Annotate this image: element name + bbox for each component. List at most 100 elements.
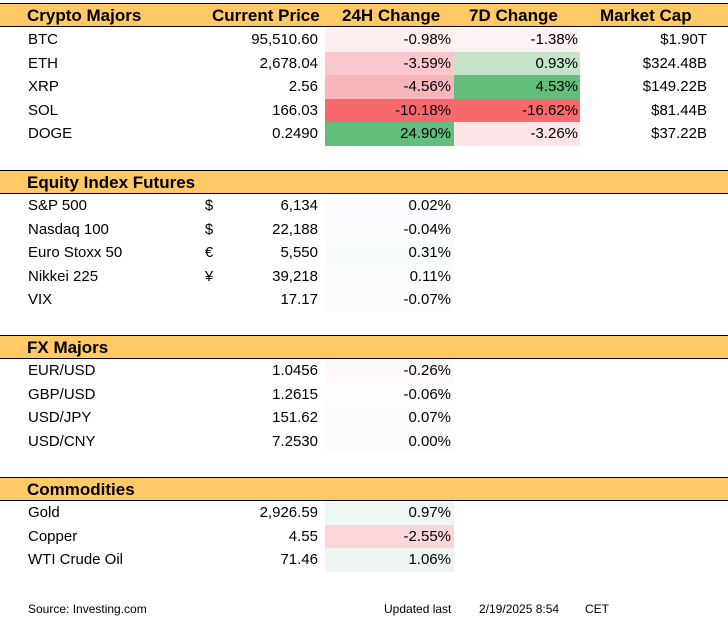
equity-price: 17.17 [280, 291, 318, 308]
equity-name: Nasdaq 100 [28, 220, 109, 238]
change-24h-heat-cell [325, 406, 454, 430]
commodities-name: Copper [28, 527, 78, 545]
crypto-name: XRP [28, 78, 59, 95]
crypto-price: 2,678.04 [259, 54, 318, 72]
change-24h-value: 0.00% [408, 432, 451, 450]
equity-price: 6,134 [280, 197, 318, 214]
change-24h-value: -2.55% [403, 527, 451, 545]
commodities-header-bar: Commodities [0, 477, 728, 501]
market-cap-value: $324.48B [642, 54, 707, 72]
change-24h-value: 0.07% [408, 409, 451, 426]
equity-header-bar: Equity Index Futures [0, 170, 728, 194]
change-7d-value: 0.93% [535, 54, 578, 72]
equity-section-title: Equity Index Futures [27, 173, 196, 192]
change-24h-heat-cell [325, 501, 454, 525]
fx-price: 1.0456 [272, 362, 318, 379]
currency-symbol: $ [204, 197, 214, 214]
change-24h-value: -4.56% [403, 78, 451, 95]
change-24h-header: 24H Change [342, 6, 441, 25]
currency-symbol: $ [204, 220, 214, 238]
change-24h-heat-cell [325, 524, 454, 548]
crypto-price: 2.56 [288, 78, 318, 95]
market-cap-value: $1.90T [660, 31, 707, 48]
crypto-section-title: Crypto Majors [27, 6, 142, 25]
fx-price: 7.2530 [272, 432, 318, 450]
fx-name: EUR/USD [28, 362, 96, 379]
change-24h-value: 0.31% [408, 244, 451, 261]
change-7d-heat-cell [454, 51, 580, 75]
market-cap-value: $37.22B [651, 125, 707, 142]
change-24h-value: 0.02% [408, 197, 451, 214]
change-24h-heat-cell [325, 429, 454, 453]
fx-name: GBP/USD [28, 385, 96, 403]
change-24h-value: -0.26% [403, 362, 451, 379]
change-24h-heat-cell [325, 382, 454, 406]
change-24h-value: -3.59% [403, 54, 451, 72]
equity-name: VIX [28, 291, 53, 308]
change-24h-value: -0.98% [403, 31, 451, 48]
change-24h-value: -0.06% [403, 385, 451, 403]
updated-label: Updated last [384, 602, 452, 616]
change-7d-value: -16.62% [522, 101, 578, 119]
commodities-price: 2,926.59 [259, 504, 318, 521]
crypto-price: 166.03 [272, 101, 318, 119]
currency-symbol: ¥ [204, 267, 214, 285]
change-7d-header: 7D Change [469, 6, 558, 25]
change-24h-value: 1.06% [408, 551, 451, 568]
change-24h-value: -0.07% [403, 291, 451, 308]
crypto-price: 95,510.60 [251, 31, 318, 48]
equity-price: 5,550 [280, 244, 318, 261]
crypto-header-bar: Crypto Majors Current Price 24H Change 7… [0, 3, 728, 27]
currency-symbol: € [204, 244, 214, 261]
commodities-name: Gold [28, 504, 60, 521]
commodities-price: 71.46 [280, 551, 318, 568]
source-note: Source: Investing.com [28, 602, 147, 616]
change-7d-heat-cell [454, 75, 580, 99]
change-24h-heat-cell [325, 548, 454, 572]
change-24h-heat-cell [325, 264, 454, 288]
change-7d-value: 4.53% [535, 78, 578, 95]
change-24h-value: -0.04% [403, 220, 451, 238]
timezone-label: CET [585, 602, 609, 616]
market-cap-header: Market Cap [600, 6, 692, 25]
change-24h-heat-cell [325, 359, 454, 383]
current-price-header: Current Price [212, 6, 320, 25]
change-7d-heat-cell [454, 28, 580, 52]
change-24h-heat-cell [325, 51, 454, 75]
market-cap-value: $81.44B [651, 101, 707, 119]
change-24h-heat-cell [325, 98, 454, 122]
fx-price: 1.2615 [272, 385, 318, 403]
change-7d-value: -1.38% [530, 31, 578, 48]
change-24h-heat-cell [325, 194, 454, 218]
commodities-section-title: Commodities [27, 480, 135, 499]
change-24h-value: -10.18% [395, 101, 451, 119]
updated-datetime: 2/19/2025 8:54 [479, 602, 560, 616]
crypto-name: SOL [28, 101, 59, 119]
change-7d-value: -3.26% [530, 125, 578, 142]
change-7d-heat-cell [454, 98, 580, 122]
change-24h-value: 0.11% [409, 267, 451, 285]
change-24h-heat-cell [325, 28, 454, 52]
change-7d-heat-cell [454, 122, 580, 146]
commodities-name: WTI Crude Oil [28, 551, 124, 568]
market-cap-value: $149.22B [642, 78, 707, 95]
change-24h-heat-cell [325, 75, 454, 99]
crypto-name: DOGE [28, 125, 73, 142]
equity-name: Nikkei 225 [28, 267, 99, 285]
equity-name: Euro Stoxx 50 [28, 244, 123, 261]
crypto-name: BTC [28, 31, 58, 48]
crypto-price: 0.2490 [272, 125, 318, 142]
fx-name: USD/JPY [28, 409, 92, 426]
equity-price: 22,188 [272, 220, 318, 238]
equity-name: S&P 500 [28, 197, 87, 214]
fx-section-title: FX Majors [27, 338, 109, 357]
commodities-price: 4.55 [288, 527, 318, 545]
fx-header-bar: FX Majors [0, 335, 728, 359]
change-24h-heat-cell [325, 288, 454, 312]
crypto-name: ETH [28, 54, 58, 72]
change-24h-heat-cell [325, 122, 454, 146]
change-24h-value: 24.90% [400, 125, 451, 142]
fx-name: USD/CNY [28, 432, 96, 450]
equity-price: 39,218 [272, 267, 318, 285]
change-24h-heat-cell [325, 217, 454, 241]
